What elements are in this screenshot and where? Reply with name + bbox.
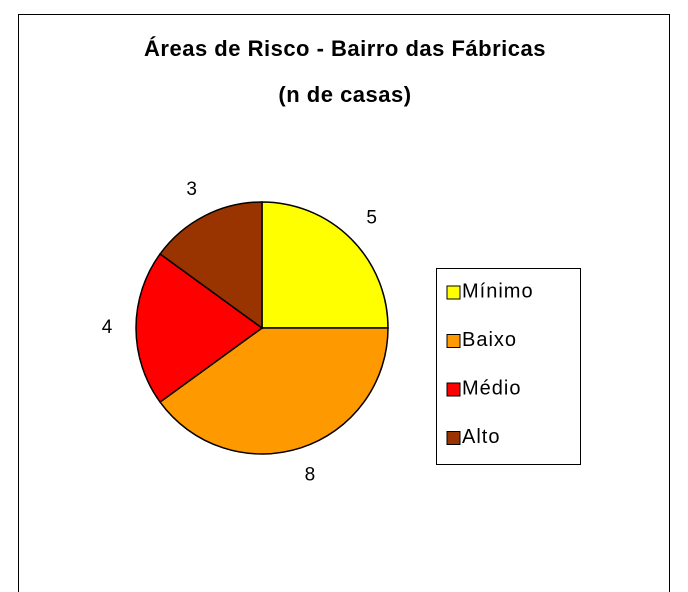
legend-swatch — [446, 334, 461, 348]
legend-label: Baixo — [462, 329, 517, 351]
pie-slice — [261, 201, 389, 329]
legend-label: Mínimo — [462, 280, 534, 302]
legend-swatch — [446, 382, 461, 397]
data-label: 8 — [305, 464, 316, 485]
pie-slice — [159, 201, 263, 330]
data-label: 4 — [102, 317, 113, 338]
chart-title: Áreas de Risco - Bairro das Fábricas — [144, 36, 546, 61]
data-label: 3 — [186, 179, 197, 200]
chart-subtitle: (n de casas) — [278, 82, 411, 107]
legend-label: Alto — [462, 426, 500, 448]
legend-label: Médio — [462, 377, 521, 399]
data-label: 5 — [366, 207, 377, 228]
pie-slice — [159, 327, 389, 455]
pie-slice — [135, 252, 264, 404]
legend-swatch — [446, 285, 461, 300]
legend-swatch — [446, 431, 461, 445]
